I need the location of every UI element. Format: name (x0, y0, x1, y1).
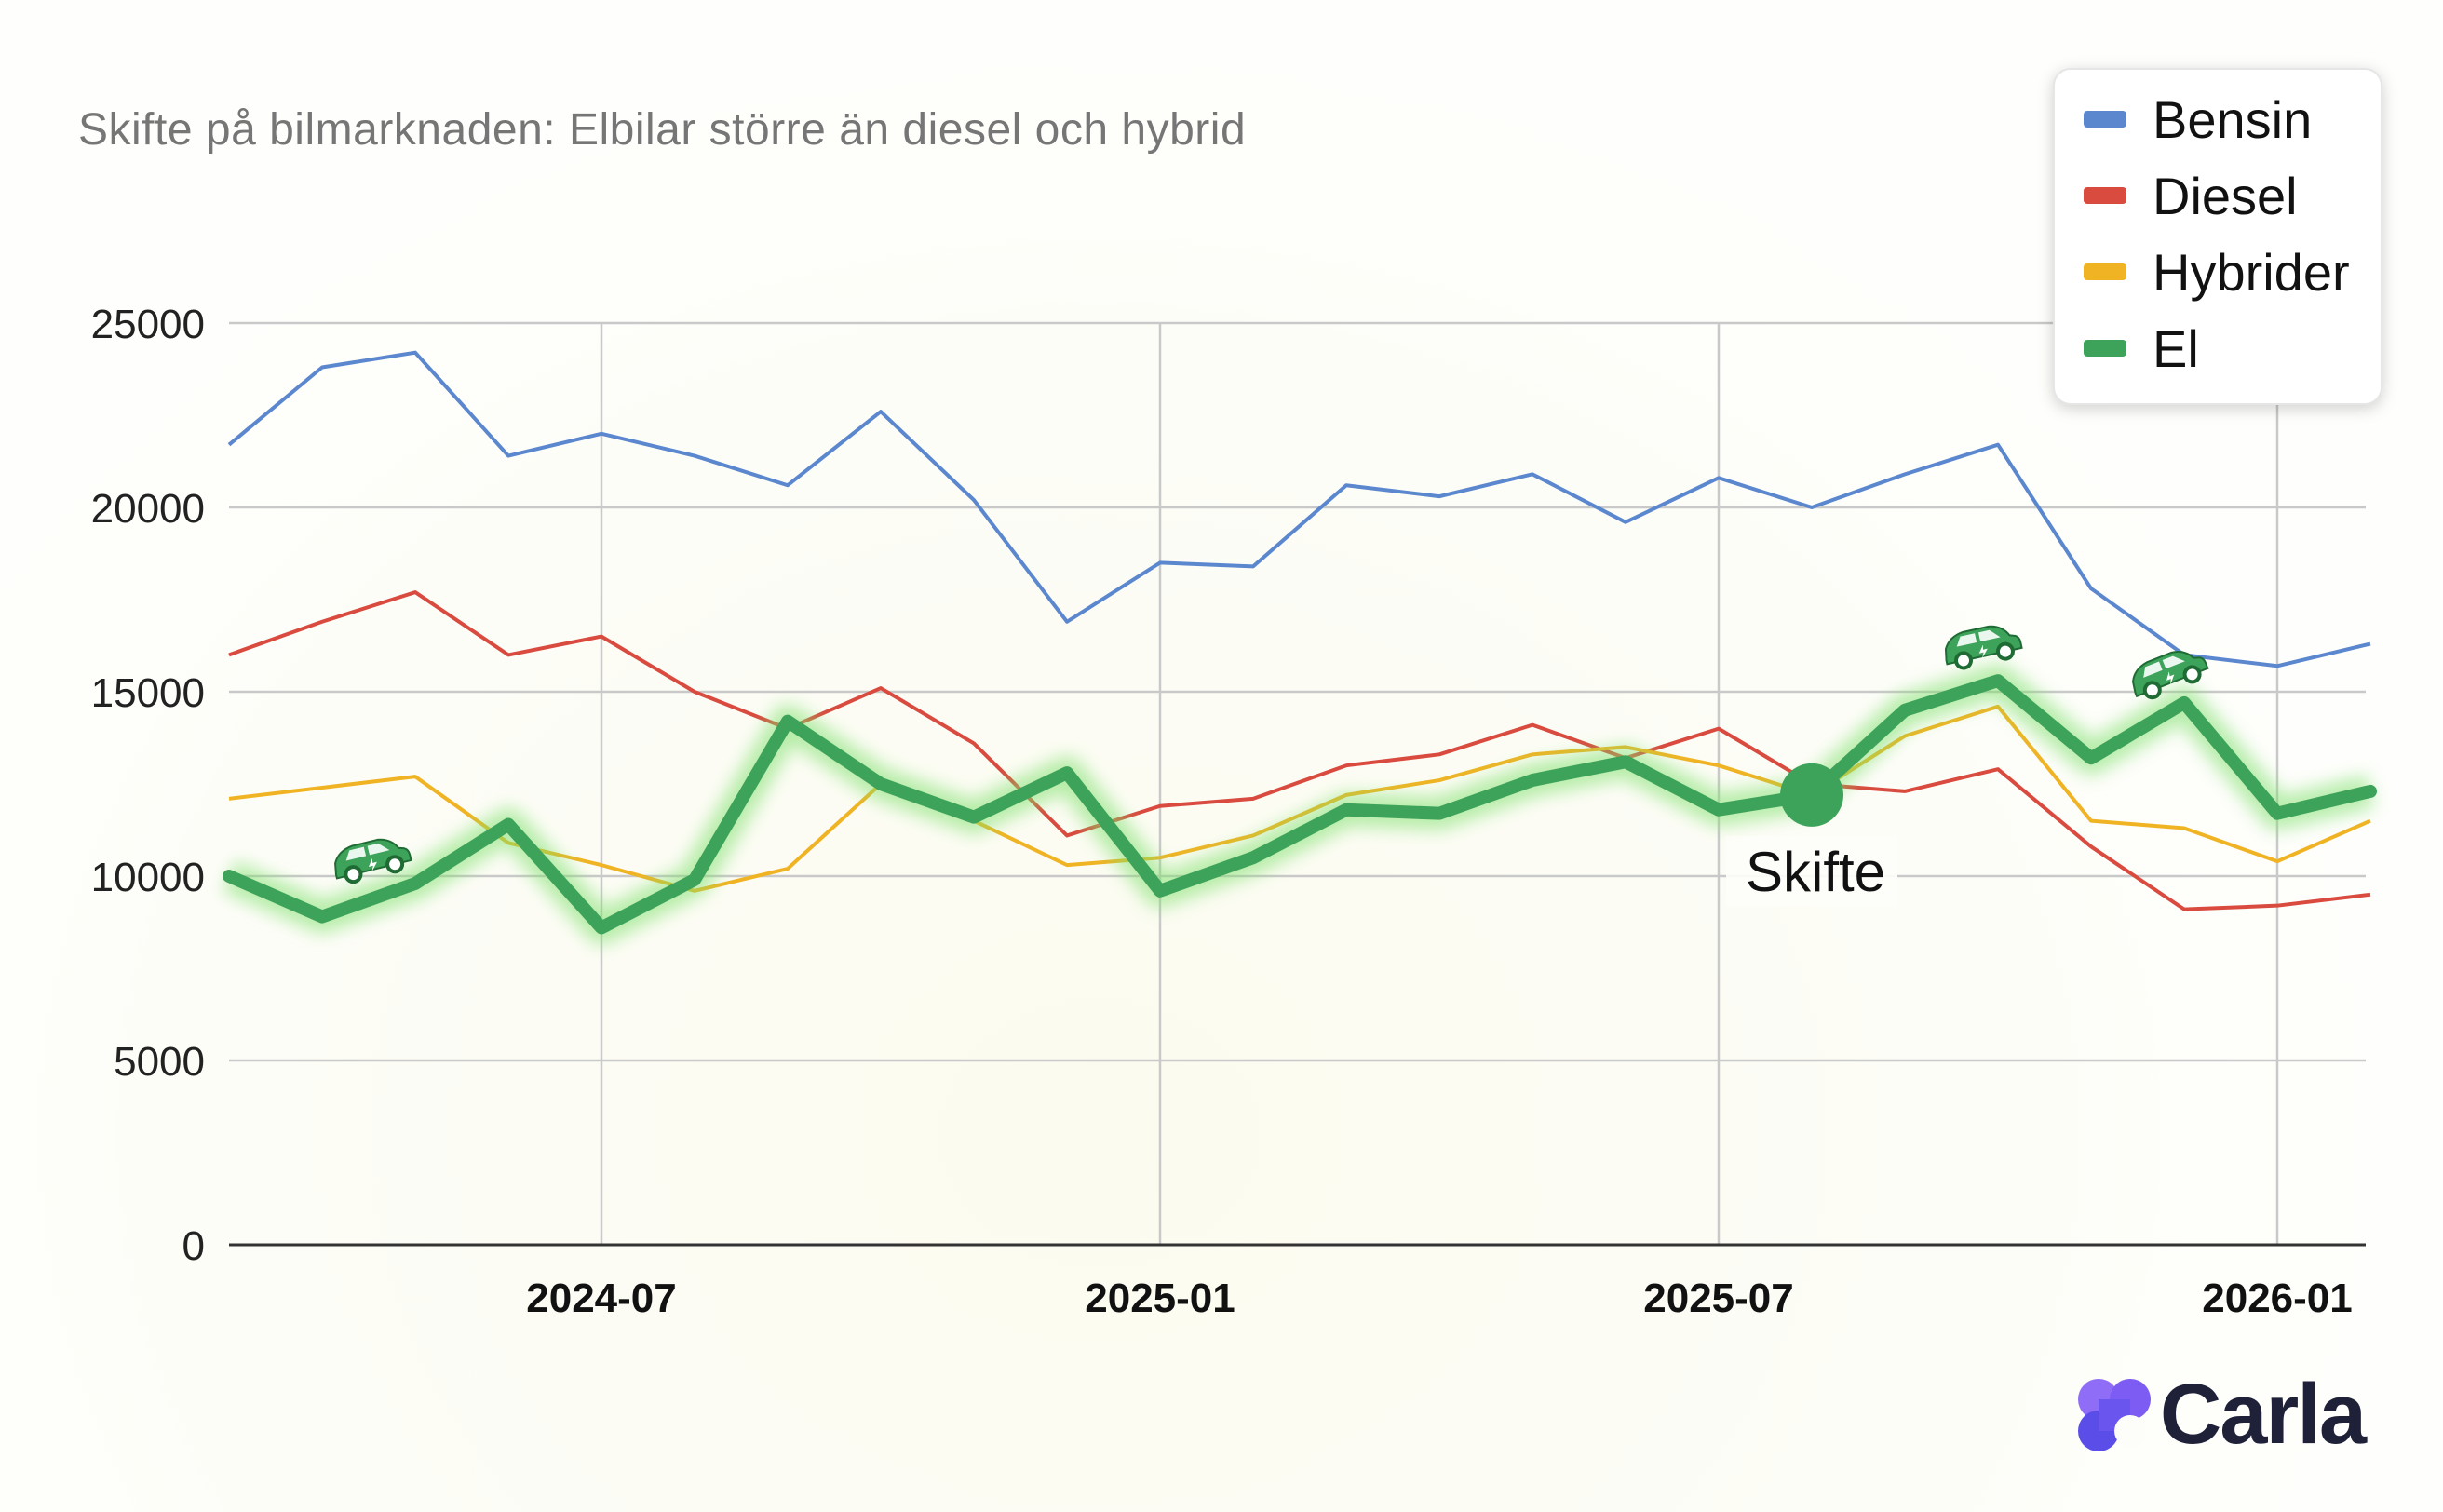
x-tick-label: 2024-07 (526, 1276, 676, 1321)
legend-label-Hybrider: Hybrider (2153, 243, 2350, 302)
brand-name: Carla (2159, 1367, 2367, 1462)
annotation-marker (1780, 763, 1843, 827)
carla-logo-icon (2077, 1378, 2151, 1451)
axes: 0 5000 10000 15000 20000 25000 2024-07 2025-01 2… (91, 302, 2366, 1321)
annotations: Skifte (328, 618, 2213, 907)
legend-swatch-Diesel (2084, 187, 2126, 204)
y-tick-label: 5000 (114, 1039, 205, 1085)
legend-swatch-El (2084, 340, 2126, 357)
x-tick-label: 2025-01 (1085, 1276, 1235, 1321)
y-tick-label: 0 (182, 1223, 205, 1269)
y-tick-label: 10000 (91, 855, 205, 900)
y-tick-label: 15000 (91, 670, 205, 716)
annotation-label-bg (1726, 835, 1897, 907)
legend-label-Bensin: Bensin (2153, 90, 2312, 149)
car-icon (1939, 618, 2026, 674)
legend-box: Bensin Diesel Hybrider El (2053, 68, 2382, 405)
series-lines (222, 350, 2377, 945)
chart-title: Skifte på bilmarknaden: Elbilar större ä… (78, 105, 1247, 155)
legend-label-El: El (2153, 319, 2199, 378)
brand-logo: Carla (2076, 1366, 2367, 1464)
series-line-Diesel (228, 590, 2371, 911)
annotation-label: Skifte (1746, 841, 1885, 903)
legend-swatch-Hybrider (2084, 263, 2126, 280)
x-tick-label: 2026-01 (2202, 1276, 2352, 1321)
series-line-El (223, 674, 2377, 935)
legend-background (2053, 68, 2382, 405)
series-line-Bensin (227, 350, 2371, 668)
legend-label-Diesel: Diesel (2153, 167, 2298, 225)
legend-swatch-Bensin (2084, 111, 2126, 128)
x-tick-label: 2025-07 (1643, 1276, 1793, 1321)
legend: Bensin Diesel Hybrider El (2053, 68, 2382, 405)
y-tick-label: 20000 (91, 486, 205, 532)
y-tick-label: 25000 (91, 302, 205, 347)
